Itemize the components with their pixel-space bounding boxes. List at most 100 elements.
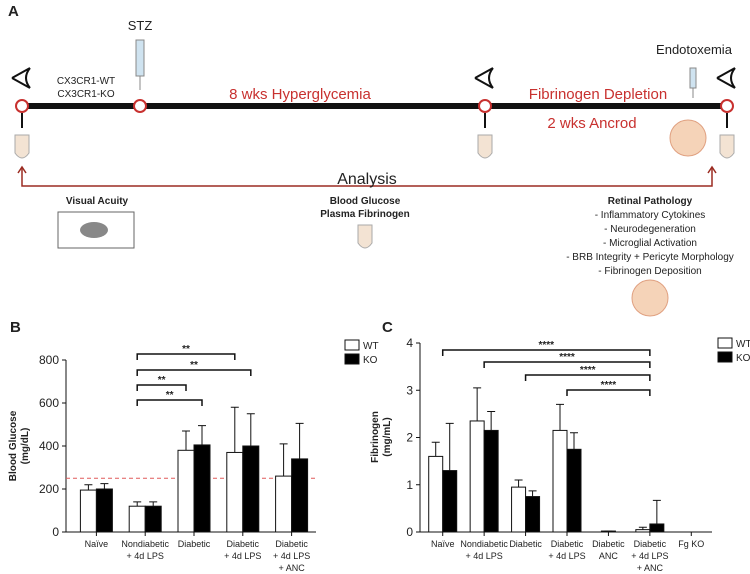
significance-bracket (136, 369, 252, 376)
timepoints (15, 99, 734, 113)
legend-swatch (717, 351, 733, 363)
bar (469, 420, 485, 533)
error-bar (100, 483, 109, 489)
error-bar (487, 411, 496, 431)
acuity-icon (57, 211, 135, 249)
bar (79, 489, 97, 533)
x-tick-label: Nondiabetic + 4d LPS (460, 539, 508, 561)
bar (552, 429, 568, 533)
error-bar (431, 441, 440, 457)
error-bar (638, 526, 647, 530)
error-bar (652, 499, 661, 524)
analysis-bracket (17, 165, 717, 187)
mouse-icon (80, 222, 108, 238)
significance-label: **** (601, 380, 617, 391)
bar (144, 505, 162, 533)
y-tick-label: 400 (39, 439, 59, 453)
panel-label: C (382, 319, 393, 336)
phase-detail: 2 wks Ancrod (547, 115, 636, 132)
x-tick-label: Diabetic (509, 539, 542, 549)
error-bar (198, 425, 206, 445)
error-bar (528, 490, 537, 497)
significance-bracket (136, 399, 203, 406)
bar (635, 529, 651, 533)
group-label: CX3CR1-KO (57, 89, 114, 100)
stz-label: STZ (128, 18, 153, 33)
x-tick-label: Diabetic + 4d LPS + ANC (273, 539, 310, 573)
legend-swatch (344, 353, 360, 365)
phase-label: Fibrinogen Depletion (529, 86, 667, 103)
error-bar (473, 387, 482, 421)
significance-label: ** (190, 360, 198, 371)
significance-label: **** (580, 365, 596, 376)
analysis-item: Blood Glucose (330, 196, 401, 207)
legend-label: KO (363, 355, 378, 366)
arrows (21, 113, 728, 128)
bar (649, 523, 665, 533)
legend-label: WT (363, 341, 379, 352)
legend-label: WT (736, 339, 750, 350)
significance-label: ** (158, 375, 166, 386)
y-tick-label: 3 (406, 383, 413, 397)
retina-icon (631, 119, 707, 317)
panel-label: B (10, 319, 21, 336)
y-tick-label: 1 (406, 478, 413, 492)
significance-bracket (483, 361, 651, 368)
significance-bracket (136, 353, 236, 360)
retina-item: - Neurodegeneration (604, 224, 696, 235)
significance-bracket (524, 374, 651, 381)
bar (442, 470, 458, 533)
y-tick-label: 800 (39, 353, 59, 367)
analysis-item: Plasma Fibrinogen (320, 209, 409, 220)
error-bar (556, 403, 564, 431)
significance-label: ** (166, 390, 174, 401)
y-tick-label: 4 (406, 336, 413, 350)
y-tick-label: 0 (406, 525, 413, 539)
bar (525, 496, 541, 533)
bar (428, 455, 444, 533)
x-tick-label: Diabetic (178, 539, 211, 549)
y-tick-label: 200 (39, 482, 59, 496)
significance-bracket (441, 349, 651, 356)
bar (566, 448, 582, 533)
bar (177, 449, 195, 533)
error-bar (230, 406, 239, 453)
y-tick-label: 0 (52, 525, 59, 539)
analysis-label: Analysis (337, 171, 397, 188)
analysis-item: Retinal Pathology (608, 196, 693, 207)
error-bar (246, 413, 255, 446)
significance-label: **** (559, 352, 575, 363)
endotoxemia-label: Endotoxemia (656, 42, 733, 57)
x-tick-label: Diabetic + 4d LPS (224, 539, 261, 561)
phase-label: 8 wks Hyperglycemia (229, 86, 371, 103)
x-tick-label: Diabetic + 4d LPS + ANC (631, 539, 668, 573)
legend-label: KO (736, 353, 750, 364)
bar (275, 475, 293, 533)
significance-bracket (136, 384, 187, 391)
retina-item: - BRB Integrity + Pericyte Morphology (566, 252, 734, 263)
y-axis-label: Blood Glucose(mg/dL) (8, 410, 31, 481)
bar (128, 505, 146, 533)
bar (291, 458, 309, 533)
error-bar (182, 430, 190, 451)
bar (95, 488, 113, 533)
error-bar (514, 479, 523, 488)
legend-swatch (344, 339, 360, 351)
x-tick-label: Nondiabetic + 4d LPS (121, 539, 169, 561)
retina-item: - Fibrinogen Deposition (598, 266, 701, 277)
tube-icons (14, 134, 735, 249)
y-tick-label: 600 (39, 396, 59, 410)
significance-bracket (566, 389, 651, 396)
x-tick-label: Naïve (85, 539, 109, 549)
bar (242, 445, 260, 533)
error-bar (84, 484, 93, 491)
legend-swatch (717, 337, 733, 349)
panel-label: A (8, 3, 19, 20)
eye-icons (11, 67, 736, 89)
error-bar (295, 422, 304, 459)
group-label: CX3CR1-WT (57, 76, 115, 87)
x-tick-label: Naïve (431, 539, 455, 549)
y-axis-label: Fibrinogen(mg/mL) (370, 411, 393, 463)
error-bar (133, 501, 142, 507)
